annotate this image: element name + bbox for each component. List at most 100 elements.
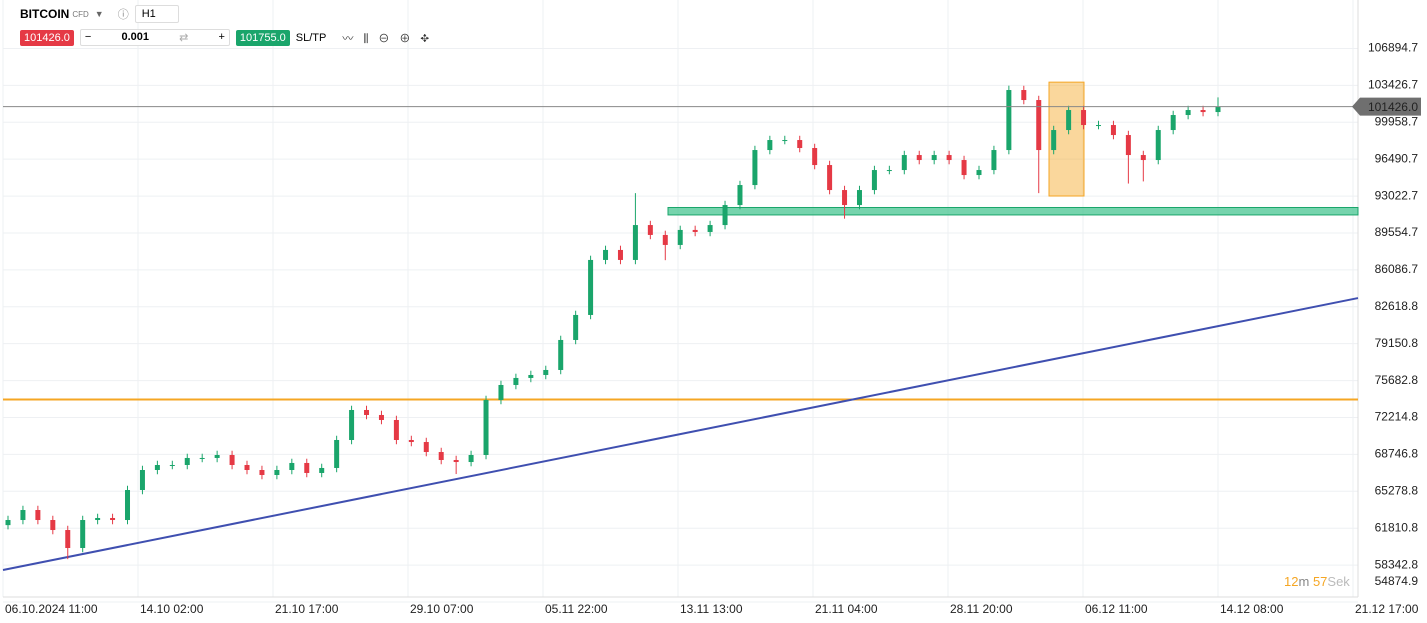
candle-body: [169, 464, 175, 466]
candle-body: [259, 470, 265, 476]
y-tick-label: 93022.7: [1375, 188, 1419, 202]
candle-body: [408, 439, 414, 443]
info-icon[interactable]: ⓘ: [117, 9, 129, 21]
candle-body: [154, 464, 160, 471]
candle-body: [588, 259, 594, 315]
candle-body: [617, 249, 623, 260]
candle-body: [662, 234, 668, 245]
candle-body: [1006, 90, 1012, 151]
candle-body: [453, 459, 459, 463]
candle-body: [274, 470, 280, 476]
x-tick-label: 28.11 20:00: [950, 602, 1013, 616]
price-tag: [1352, 97, 1421, 116]
x-tick-label: 21.10 17:00: [275, 602, 339, 616]
candle-body: [483, 399, 489, 455]
candle-body: [438, 452, 444, 460]
tools[interactable]: 〰⫼⊖⊕✥: [342, 32, 440, 45]
candle-body: [797, 140, 803, 149]
candle-body: [110, 517, 116, 521]
candle-body: [737, 185, 743, 206]
candle-body: [65, 530, 71, 548]
candle-body: [871, 170, 877, 191]
volume-box[interactable]: −0.001 ⇄ +: [79, 29, 230, 46]
timeframe[interactable]: H1: [134, 5, 179, 23]
candle-body: [528, 374, 534, 378]
candle-body: [976, 170, 982, 176]
candle-body: [1215, 106, 1221, 113]
timer-unit: m: [1298, 574, 1310, 589]
buy-button[interactable]: 101755.0: [235, 29, 290, 46]
y-tick-label: 75682.8: [1375, 373, 1419, 387]
candle-body: [931, 155, 937, 161]
trend-line: [2, 297, 1359, 572]
candle-body: [677, 229, 683, 245]
x-tick-label: 05.11 22:00: [545, 602, 608, 616]
candle-body: [916, 155, 922, 161]
candle-body: [334, 439, 340, 468]
candle-body: [35, 510, 41, 521]
candle-body: [812, 148, 818, 166]
candle-body: [184, 457, 190, 465]
y-tick-label: 54874.9: [1375, 574, 1419, 588]
candle-body: [946, 155, 952, 161]
candle-body: [498, 384, 504, 400]
candle-body: [5, 520, 11, 526]
candle-body: [80, 520, 86, 548]
timer-minutes: 12: [1284, 574, 1299, 589]
timer-unit: Sek: [1327, 574, 1350, 589]
candle-body: [722, 205, 728, 226]
candle-body: [752, 150, 758, 186]
candle-body: [364, 409, 370, 415]
y-tick-label: 65278.8: [1375, 483, 1419, 497]
candle-body: [842, 190, 848, 206]
sltp[interactable]: SL/TP: [295, 31, 327, 44]
candle-body: [1081, 110, 1087, 126]
candle-body: [289, 462, 295, 471]
symbol[interactable]: BITCOIN: [20, 7, 70, 21]
candle-body: [229, 454, 235, 465]
candle-body: [692, 229, 698, 232]
timer: 12m 57Sek: [1284, 574, 1350, 589]
price-tag-label: 101426.0: [1368, 100, 1418, 114]
candle-body: [707, 225, 713, 232]
candle-body: [244, 464, 250, 471]
y-tick-label: 99958.7: [1375, 114, 1419, 128]
candle-body: [1185, 110, 1191, 116]
candle-body: [1066, 110, 1072, 131]
candle-body: [20, 510, 26, 521]
candle-body: [513, 377, 519, 385]
y-tick-label: 79150.8: [1375, 336, 1419, 350]
candle-body: [603, 249, 609, 260]
candle-body: [1095, 125, 1101, 127]
candle-body: [393, 419, 399, 440]
y-tick-label: 106894.7: [1368, 41, 1418, 55]
candle-body: [991, 150, 997, 171]
dropdown[interactable]: ▼: [94, 9, 104, 19]
candle-body: [423, 442, 429, 453]
candle-body: [319, 467, 325, 473]
candle-body: [50, 520, 56, 531]
x-tick-label: 21.11 04:00: [815, 602, 878, 616]
candle-body: [1036, 100, 1042, 151]
trade-bar: 101426.0 −0.001 ⇄ + 101755.0 SL/TP 〰⫼⊖⊕✥: [20, 29, 439, 46]
y-tick-label: 103426.7: [1368, 78, 1418, 92]
x-tick-label: 13.11 13:00: [680, 602, 743, 616]
candle-body: [199, 457, 205, 459]
candle-body: [1125, 135, 1131, 156]
candle-body: [573, 314, 579, 340]
candle-body: [901, 155, 907, 171]
candle-body: [1155, 130, 1161, 161]
candle-body: [378, 414, 384, 420]
candle-body: [139, 470, 145, 491]
candle-body: [1051, 130, 1057, 151]
candle-body: [632, 225, 638, 260]
candle-body: [304, 462, 310, 473]
sell-button[interactable]: 101426.0: [20, 29, 74, 46]
candle-body: [468, 454, 474, 463]
support-zone: [667, 206, 1359, 216]
x-tick-label: 14.12 08:00: [1220, 602, 1284, 616]
candle-body: [1200, 110, 1206, 113]
y-tick-label: 89554.7: [1375, 225, 1419, 239]
symbol-type: CFD: [72, 9, 89, 19]
